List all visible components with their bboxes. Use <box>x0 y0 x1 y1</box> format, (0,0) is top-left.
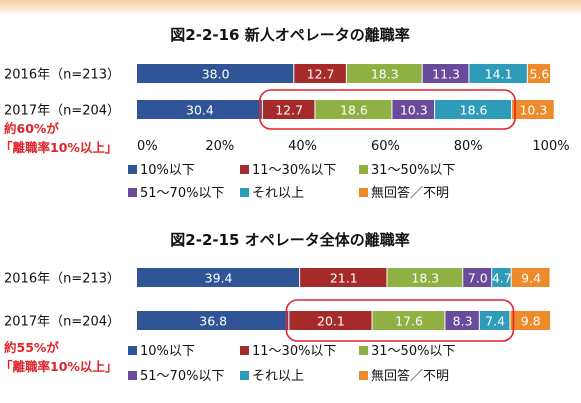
legend-swatch <box>128 371 137 380</box>
legend-label: 51～70%以下 <box>140 186 224 201</box>
legend-swatch <box>359 188 368 197</box>
data-label: 14.1 <box>485 67 513 82</box>
bar-segment-11～30%以下 <box>300 268 387 287</box>
data-label: 10.3 <box>400 103 428 118</box>
x-tick-label: 60% <box>371 139 400 154</box>
bar-segment-11～30%以下 <box>262 100 315 119</box>
data-label: 30.4 <box>186 103 214 118</box>
data-label: 11.3 <box>432 67 460 82</box>
data-label: 4.7 <box>492 271 512 286</box>
bar-segment-31～50%以下 <box>346 64 422 83</box>
x-tick-label: 0% <box>137 139 158 154</box>
legend-label: 51～70%以下 <box>140 369 224 384</box>
legend-label: 31～50%以下 <box>371 163 455 178</box>
bar-segment-31～50%以下 <box>372 311 445 330</box>
bar-segment-10%以下 <box>137 268 300 287</box>
category-label: 2016年（n=213） <box>4 68 120 83</box>
data-label: 12.7 <box>275 103 303 118</box>
bar-segment-31～50%以下 <box>315 100 392 119</box>
legend-swatch <box>359 371 368 380</box>
legend-swatch <box>240 188 249 197</box>
bar-segment-無回答／不明 <box>510 311 550 330</box>
data-label: 18.6 <box>340 103 368 118</box>
legend-swatch <box>128 165 137 174</box>
x-tick-label: 80% <box>454 139 483 154</box>
data-label: 5.6 <box>529 67 549 82</box>
bar-segment-31～50%以下 <box>387 268 463 287</box>
bar-segment-51～70%以下 <box>422 64 469 83</box>
bar-segment-それ以上 <box>492 268 511 287</box>
legend-label: 11～30%以下 <box>252 163 336 178</box>
bar-segment-無回答／不明 <box>512 100 554 119</box>
chart-1-title: 図2-2-16 新人オペレータの離職率 <box>170 26 409 44</box>
category-label: 2017年（n=204） <box>4 315 120 330</box>
data-label: 18.6 <box>460 103 488 118</box>
bar-segment-10%以下 <box>137 100 262 119</box>
legend-swatch <box>359 165 368 174</box>
legend-swatch <box>240 346 249 355</box>
legend-swatch <box>240 371 249 380</box>
data-label: 9.4 <box>521 271 541 286</box>
annotation-line-2: 「離職率10%以上」 <box>0 359 117 374</box>
legend-label: それ以上 <box>252 369 304 384</box>
highlight-box <box>259 89 516 130</box>
data-label: 7.0 <box>468 271 488 286</box>
annotation-line-1: 約55%が <box>4 340 59 355</box>
annotation-line-2: 「離職率10%以上」 <box>0 140 117 155</box>
category-label: 2016年（n=213） <box>4 272 120 287</box>
legend-swatch <box>240 165 249 174</box>
bar-segment-それ以上 <box>435 100 512 119</box>
category-label: 2017年（n=204） <box>4 104 120 119</box>
data-label: 7.4 <box>485 314 505 329</box>
legend-label: 無回答／不明 <box>371 368 449 384</box>
top-decorative-band <box>0 0 581 14</box>
legend-swatch <box>359 346 368 355</box>
legend-label: 無回答／不明 <box>371 185 449 201</box>
bar-segment-それ以上 <box>479 311 510 330</box>
data-label: 8.3 <box>453 314 473 329</box>
data-label: 20.1 <box>317 314 345 329</box>
data-label: 12.7 <box>307 67 335 82</box>
bar-segment-それ以上 <box>469 64 527 83</box>
legend-label: 31～50%以下 <box>371 344 455 359</box>
highlight-box <box>285 299 515 342</box>
bar-segment-無回答／不明 <box>511 268 550 287</box>
data-label: 38.0 <box>202 67 230 82</box>
bar-segment-11～30%以下 <box>294 64 346 83</box>
x-tick-label: 20% <box>205 139 234 154</box>
data-label: 9.8 <box>521 314 541 329</box>
legend-label: 10%以下 <box>140 163 195 178</box>
legend-swatch <box>128 188 137 197</box>
bar-segment-11～30%以下 <box>289 311 372 330</box>
legend-label: それ以上 <box>252 186 304 201</box>
bar-segment-51～70%以下 <box>445 311 479 330</box>
bar-segment-無回答／不明 <box>527 64 550 83</box>
data-label: 36.8 <box>199 314 227 329</box>
x-tick-label: 100% <box>532 139 569 154</box>
data-label: 21.1 <box>330 271 358 286</box>
bar-segment-10%以下 <box>137 311 289 330</box>
data-label: 39.4 <box>205 271 233 286</box>
data-label: 18.3 <box>411 271 439 286</box>
legend-label: 10%以下 <box>140 344 195 359</box>
chart-2-title: 図2-2-15 オペレータ全体の離職率 <box>170 231 409 249</box>
bar-segment-10%以下 <box>137 64 294 83</box>
legend-label: 11～30%以下 <box>252 344 336 359</box>
x-tick-label: 40% <box>288 139 317 154</box>
annotation-line-1: 約60%が <box>4 121 59 136</box>
data-label: 18.3 <box>371 67 399 82</box>
data-label: 17.6 <box>395 314 423 329</box>
data-label: 10.3 <box>519 103 547 118</box>
bar-segment-51～70%以下 <box>463 268 492 287</box>
bar-segment-51～70%以下 <box>392 100 435 119</box>
legend-swatch <box>128 346 137 355</box>
